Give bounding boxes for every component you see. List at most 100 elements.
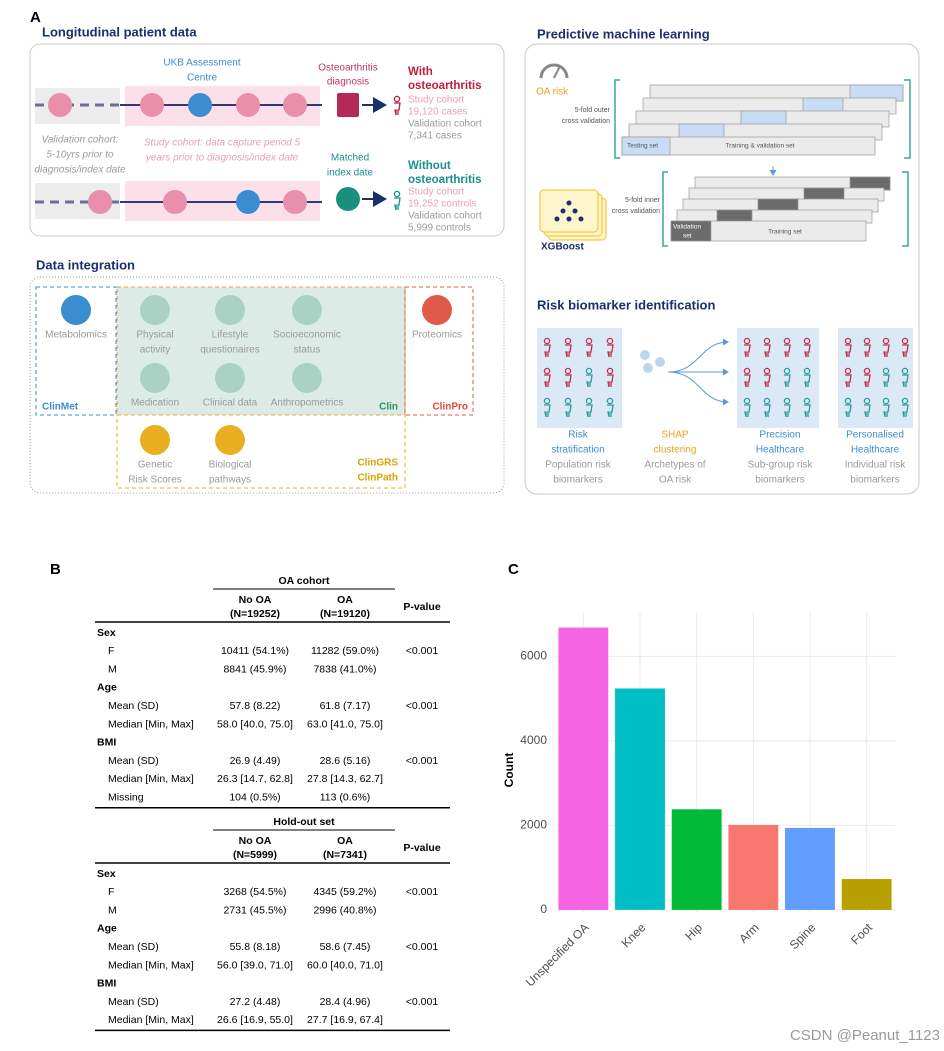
person-icon bbox=[565, 404, 572, 418]
person-icon bbox=[743, 337, 751, 345]
person-icon bbox=[902, 404, 909, 418]
person-icon bbox=[544, 344, 551, 358]
label: Study cohort bbox=[408, 187, 464, 198]
label: Clin bbox=[379, 402, 398, 413]
label: 5,999 controls bbox=[408, 223, 471, 234]
person-icon bbox=[882, 337, 890, 345]
person-icon bbox=[543, 337, 551, 345]
person-icon bbox=[864, 374, 871, 388]
label: osteoarthritis bbox=[408, 80, 482, 92]
person-icon bbox=[744, 374, 751, 388]
table-cell: F bbox=[108, 886, 114, 898]
section-title: Longitudinal patient data bbox=[42, 24, 197, 39]
label: Without bbox=[408, 160, 451, 172]
box bbox=[35, 286, 117, 416]
person-icon bbox=[743, 367, 751, 375]
bar bbox=[728, 824, 779, 910]
person-icon bbox=[804, 374, 811, 388]
label: ClinPath bbox=[357, 473, 398, 484]
person-icon bbox=[901, 337, 909, 345]
x-tick-label: Hip bbox=[682, 920, 705, 943]
person-icon bbox=[607, 344, 614, 358]
person-icon bbox=[901, 367, 909, 375]
person-icon bbox=[585, 397, 593, 405]
label: OA risk bbox=[659, 475, 692, 486]
y-tick-label: 4000 bbox=[520, 733, 547, 747]
label: Socioeconomic bbox=[273, 330, 341, 341]
person-icon bbox=[763, 337, 771, 345]
label: Centre bbox=[187, 73, 217, 84]
label: cross validation bbox=[562, 118, 610, 125]
person-icon bbox=[883, 344, 890, 358]
label: XGBoost bbox=[541, 242, 584, 253]
table-cell: 26.3 [14.7, 62.8] bbox=[217, 773, 293, 785]
section-title: Risk biomarker identification bbox=[537, 297, 715, 312]
label: biomarkers bbox=[850, 475, 899, 486]
label: Archetypes of bbox=[644, 460, 705, 471]
table-cell: <0.001 bbox=[406, 941, 439, 953]
table-cell: Median [Min, Max] bbox=[108, 1014, 194, 1026]
person-icon bbox=[844, 367, 852, 375]
label: Lifestyle bbox=[212, 330, 249, 341]
label: 5-fold outer bbox=[575, 107, 611, 114]
table-cell: 55.8 (8.18) bbox=[230, 941, 281, 953]
table-cell: 57.8 (8.22) bbox=[230, 700, 281, 712]
bracket bbox=[662, 171, 909, 247]
label: cross validation bbox=[612, 208, 660, 215]
table-cell: Mean (SD) bbox=[108, 700, 159, 712]
table-cell: Mean (SD) bbox=[108, 941, 159, 953]
label: clustering bbox=[654, 445, 697, 456]
connector bbox=[553, 65, 561, 79]
person-icon bbox=[844, 397, 852, 405]
person-icon bbox=[863, 337, 871, 345]
x-tick-label: Knee bbox=[619, 920, 649, 950]
label: Validation cohort: bbox=[42, 135, 119, 146]
gauge-icon bbox=[539, 63, 569, 79]
box bbox=[621, 136, 671, 156]
person-icon bbox=[763, 397, 771, 405]
icon bbox=[215, 363, 245, 393]
person-icon bbox=[863, 367, 871, 375]
table-header: OA bbox=[337, 835, 353, 847]
table-cell: 26.9 (4.49) bbox=[230, 755, 281, 767]
table-cell: 26.6 [16.9, 55.0] bbox=[217, 1014, 293, 1026]
icon bbox=[61, 295, 91, 325]
person-icon bbox=[393, 95, 401, 103]
table-cell: 28.4 (4.96) bbox=[320, 996, 371, 1008]
table-cell: Age bbox=[97, 923, 117, 935]
label: osteoarthritis bbox=[408, 174, 482, 186]
table-cell: 27.8 [14.3, 62.7] bbox=[307, 773, 383, 785]
table-cell: 113 (0.6%) bbox=[320, 791, 371, 803]
icon bbox=[566, 216, 572, 222]
icon bbox=[572, 208, 578, 214]
label: Biological bbox=[209, 460, 252, 471]
label: activity bbox=[140, 345, 171, 356]
table-header: (N=19120) bbox=[320, 608, 370, 620]
label: Healthcare bbox=[756, 445, 805, 456]
icon bbox=[283, 93, 307, 117]
table-cell: 27.2 (4.48) bbox=[230, 996, 281, 1008]
person-icon bbox=[882, 397, 890, 405]
person-icon bbox=[902, 374, 909, 388]
person-icon bbox=[783, 367, 791, 375]
person-icon bbox=[607, 404, 614, 418]
table-header: OA bbox=[337, 594, 353, 606]
y-axis-title: Count bbox=[502, 753, 516, 788]
label: biomarkers bbox=[553, 475, 602, 486]
label: years prior to diagnosis/index date bbox=[145, 153, 299, 164]
arrow bbox=[667, 371, 729, 406]
table-cell: 63.0 [41.0, 75.0] bbox=[307, 718, 383, 730]
table-cell: <0.001 bbox=[406, 755, 439, 767]
table-header: No OA bbox=[239, 835, 272, 847]
label: Personalised bbox=[846, 430, 904, 441]
table-header: (N=7341) bbox=[323, 849, 367, 861]
icon bbox=[566, 200, 572, 206]
table-cell: 7838 (41.0%) bbox=[313, 663, 376, 675]
table-cell: <0.001 bbox=[406, 996, 439, 1008]
label: ClinPro bbox=[432, 402, 468, 413]
label: Training & validation set bbox=[725, 143, 794, 150]
label: ClinGRS bbox=[357, 458, 398, 469]
person-icon bbox=[882, 367, 890, 375]
person-icon bbox=[394, 197, 401, 211]
label: SHAP bbox=[661, 430, 689, 441]
